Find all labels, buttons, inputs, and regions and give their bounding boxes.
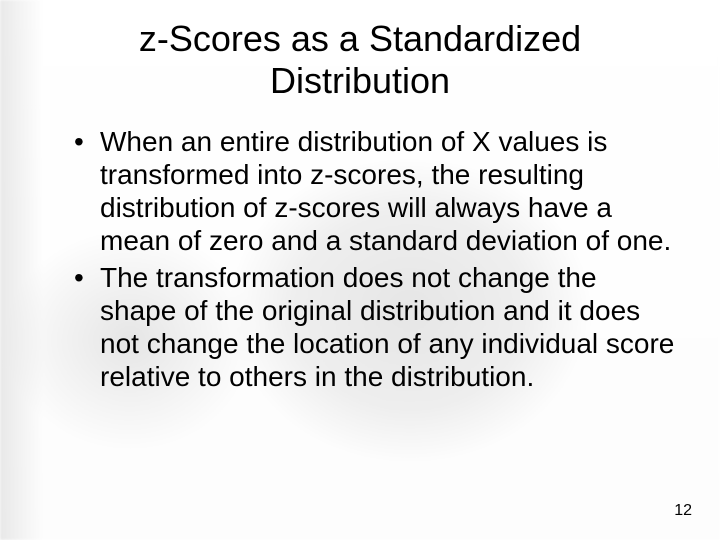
bullet-list: When an entire distribution of X values … bbox=[40, 125, 680, 393]
bullet-item: The transformation does not change the s… bbox=[74, 261, 680, 393]
bullet-item: When an entire distribution of X values … bbox=[74, 125, 680, 257]
page-number: 12 bbox=[674, 502, 692, 520]
slide-container: z-Scores as a Standardized Distribution … bbox=[0, 0, 720, 540]
slide-title: z-Scores as a Standardized Distribution bbox=[80, 18, 640, 103]
